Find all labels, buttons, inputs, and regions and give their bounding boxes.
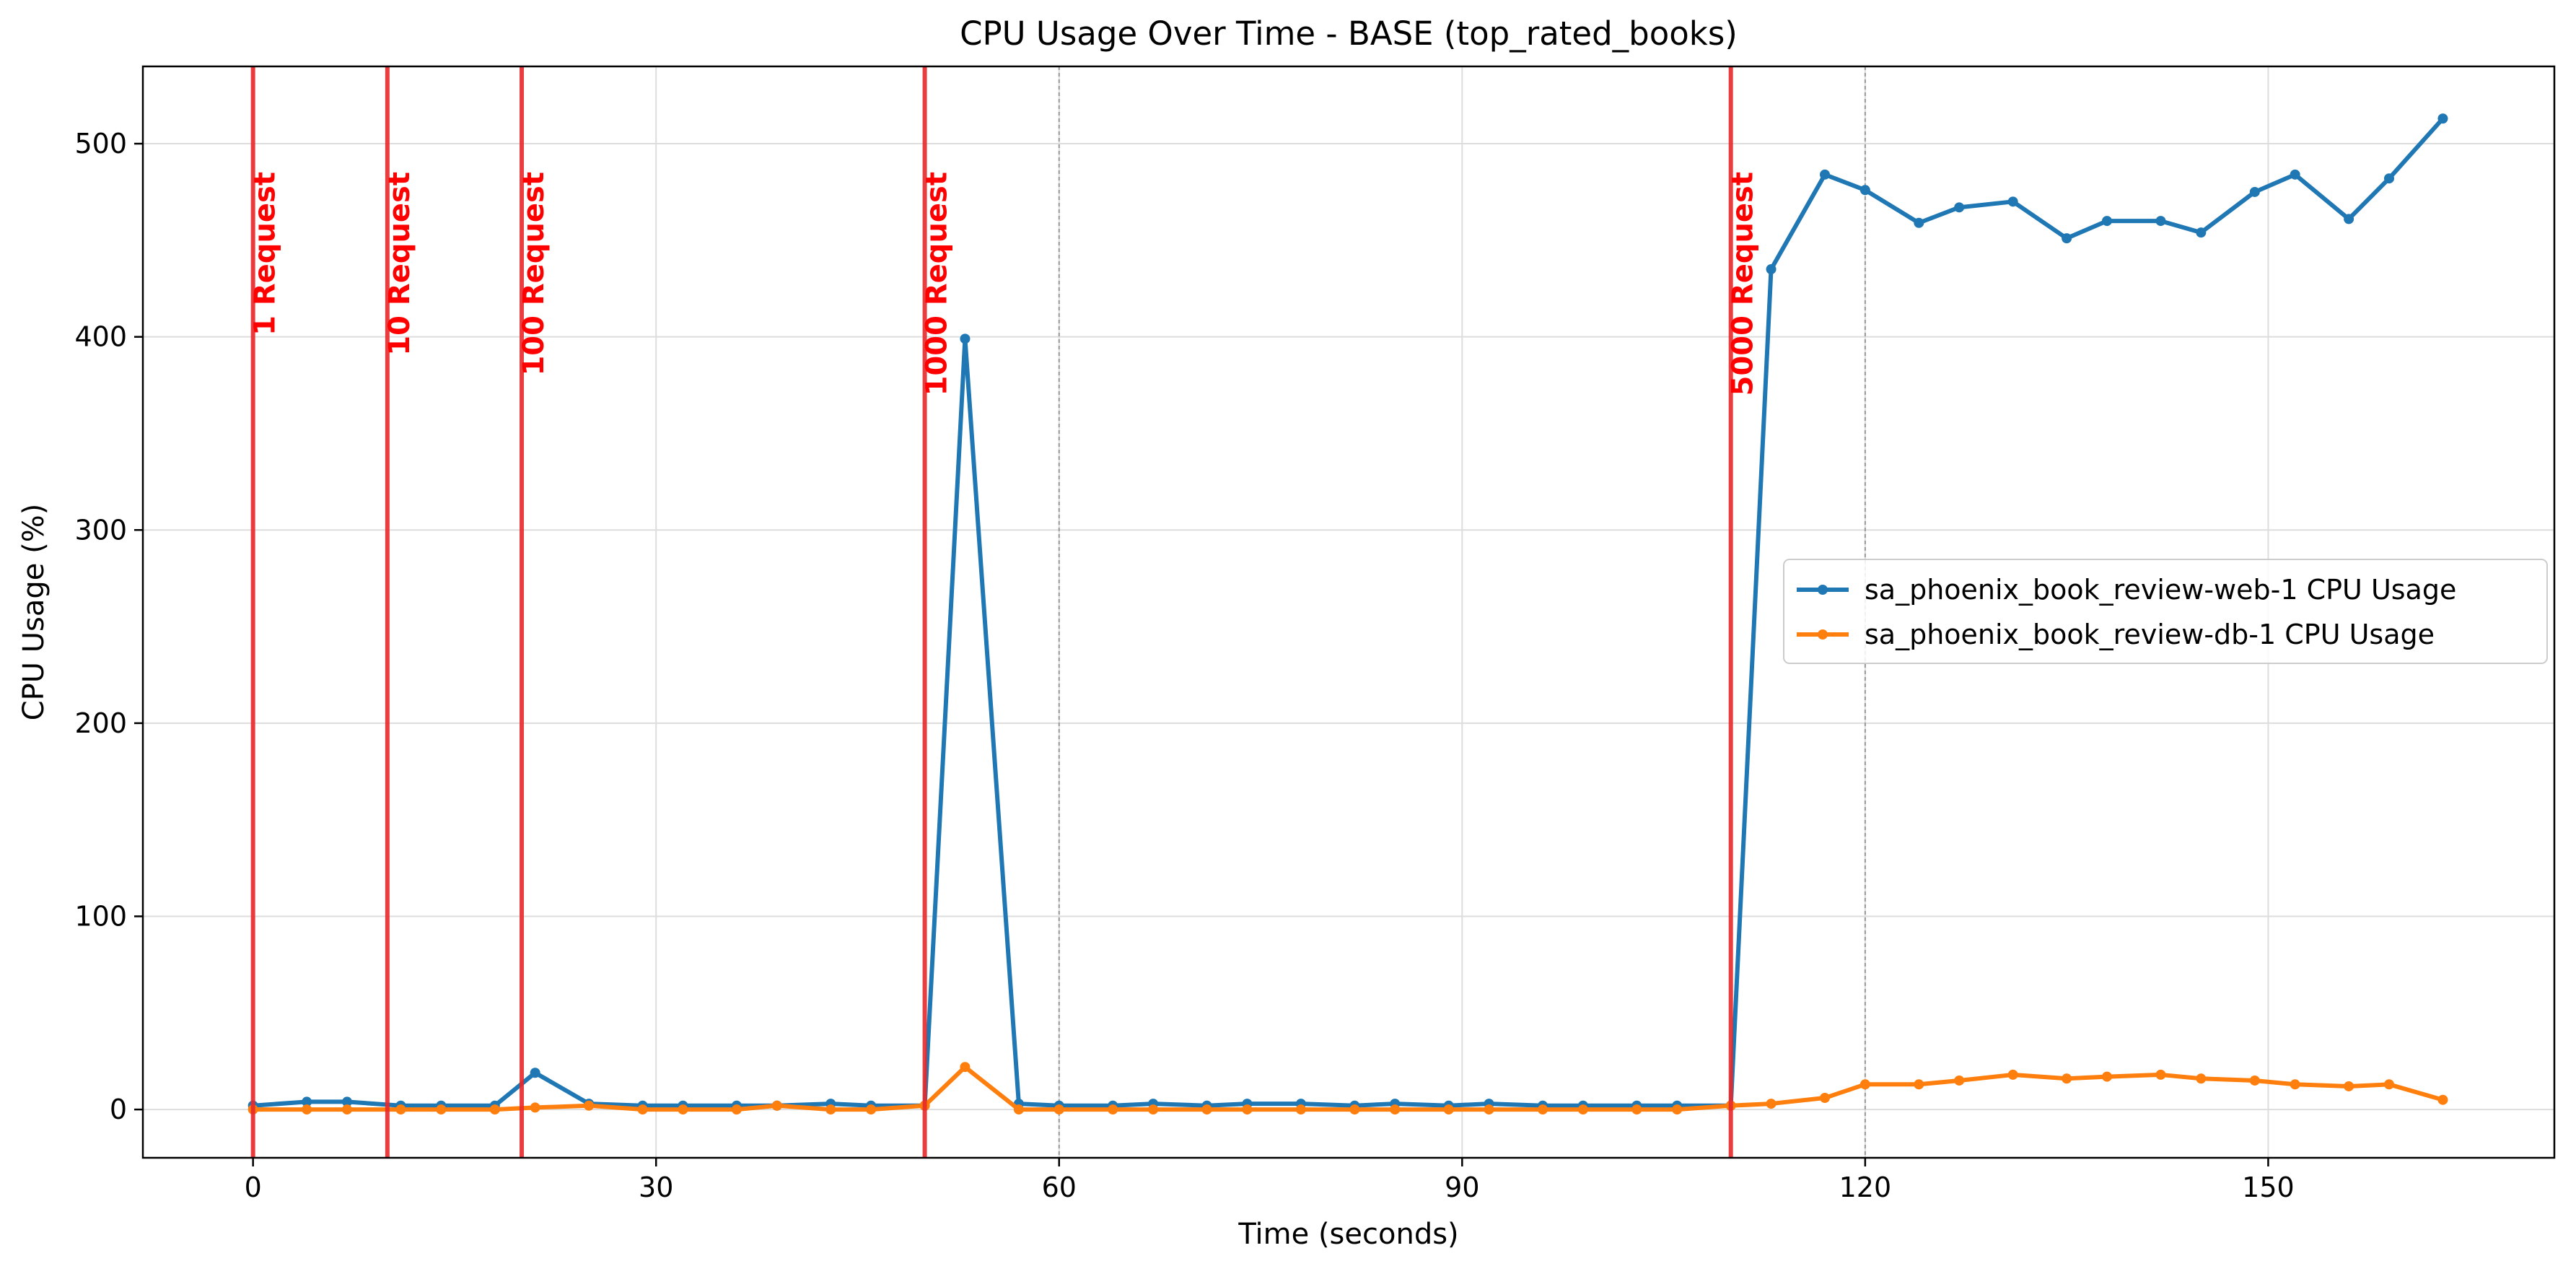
data-point	[395, 1104, 406, 1115]
data-point	[825, 1104, 836, 1115]
y-tick-label: 0	[110, 1094, 127, 1125]
data-point	[1013, 1104, 1024, 1115]
data-point	[731, 1104, 742, 1115]
data-point	[2290, 169, 2300, 180]
x-tick-label: 30	[639, 1172, 673, 1203]
x-axis-label: Time (seconds)	[1237, 1218, 1458, 1251]
data-point	[2249, 186, 2260, 197]
y-tick-label: 300	[74, 514, 127, 546]
y-tick-label: 100	[74, 900, 127, 932]
x-tick-label: 0	[245, 1172, 262, 1203]
legend-entry-label: sa_phoenix_book_review-web-1 CPU Usage	[1865, 574, 2456, 606]
data-point	[2196, 1073, 2207, 1084]
data-point	[960, 1062, 971, 1073]
marker-label: 10 Request	[383, 172, 416, 356]
data-point	[1148, 1104, 1159, 1115]
x-tick-label: 150	[2242, 1172, 2295, 1203]
data-point	[1954, 202, 1965, 213]
data-point	[1053, 1104, 1064, 1115]
legend-entry-label: sa_phoenix_book_review-db-1 CPU Usage	[1865, 619, 2435, 650]
data-point	[1766, 263, 1777, 274]
y-axis-label: CPU Usage (%)	[17, 504, 51, 721]
data-point	[2344, 1081, 2354, 1091]
legend-box	[1783, 559, 2548, 664]
data-point	[960, 333, 971, 344]
data-point	[1484, 1104, 1494, 1115]
x-tick-label: 90	[1445, 1172, 1479, 1203]
data-point	[530, 1068, 540, 1078]
data-point	[2383, 173, 2394, 184]
data-point	[637, 1104, 648, 1115]
x-tick-label: 60	[1042, 1172, 1077, 1203]
x-tick-label: 120	[1839, 1172, 1892, 1203]
data-point	[436, 1104, 447, 1115]
data-point	[530, 1102, 540, 1113]
series-lines	[247, 113, 2448, 1115]
data-point	[2196, 227, 2207, 238]
data-point	[1538, 1104, 1548, 1115]
data-point	[1914, 217, 1924, 228]
data-point	[584, 1100, 595, 1111]
data-point	[2007, 196, 2018, 207]
data-point	[2007, 1069, 2018, 1080]
marker-label: 1 Request	[249, 172, 282, 336]
data-point	[2383, 1079, 2394, 1090]
data-point	[1859, 185, 1870, 196]
axis-ticks: 0 30 60 90 120 150 0 100 200 300 400 500	[74, 128, 2294, 1203]
data-point	[2344, 214, 2354, 224]
data-point	[1914, 1079, 1924, 1090]
data-point	[1390, 1104, 1401, 1115]
y-tick-label: 500	[74, 128, 127, 160]
plot-frame	[141, 65, 2556, 1159]
data-point	[1242, 1104, 1253, 1115]
data-point	[2290, 1079, 2300, 1090]
data-point	[341, 1096, 352, 1107]
data-point	[2249, 1075, 2260, 1086]
data-point	[1954, 1075, 1965, 1086]
data-point	[1349, 1104, 1360, 1115]
y-tick-label: 400	[74, 321, 127, 353]
data-point	[2102, 1071, 2113, 1082]
marker-label: 1000 Request	[921, 172, 954, 396]
data-point	[1672, 1104, 1683, 1115]
data-point	[866, 1104, 877, 1115]
data-point	[1443, 1104, 1454, 1115]
chart-title: CPU Usage Over Time - BASE (top_rated_bo…	[960, 14, 1738, 53]
data-point	[1577, 1104, 1588, 1115]
data-point	[2437, 1094, 2448, 1105]
y-tick-label: 200	[74, 707, 127, 739]
marker-label: 100 Request	[517, 172, 551, 376]
data-point	[302, 1104, 312, 1115]
data-point	[1820, 169, 1831, 180]
data-point	[1766, 1099, 1777, 1109]
legend-swatch-marker	[1818, 629, 1828, 640]
data-point	[2062, 233, 2072, 244]
request-markers: 1 Request 10 Request 100 Request 1000 Reque…	[249, 66, 1760, 1158]
data-point	[489, 1104, 500, 1115]
data-point	[302, 1096, 312, 1107]
data-point	[771, 1100, 782, 1111]
legend: sa_phoenix_book_review-web-1 CPU Usage sa…	[1783, 559, 2548, 664]
data-point	[1201, 1104, 1212, 1115]
data-point	[1859, 1079, 1870, 1090]
legend-swatch-marker	[1818, 585, 1828, 595]
data-point	[2102, 216, 2113, 227]
data-point	[2437, 113, 2448, 124]
data-point	[1820, 1093, 1831, 1104]
data-point	[2155, 1069, 2166, 1080]
data-point	[2155, 216, 2166, 227]
data-point	[1631, 1104, 1642, 1115]
data-point	[1108, 1104, 1118, 1115]
data-point	[341, 1104, 352, 1115]
marker-label: 5000 Request	[1727, 172, 1760, 396]
data-point	[1295, 1104, 1306, 1115]
data-point	[678, 1104, 688, 1115]
data-point	[2062, 1073, 2072, 1084]
